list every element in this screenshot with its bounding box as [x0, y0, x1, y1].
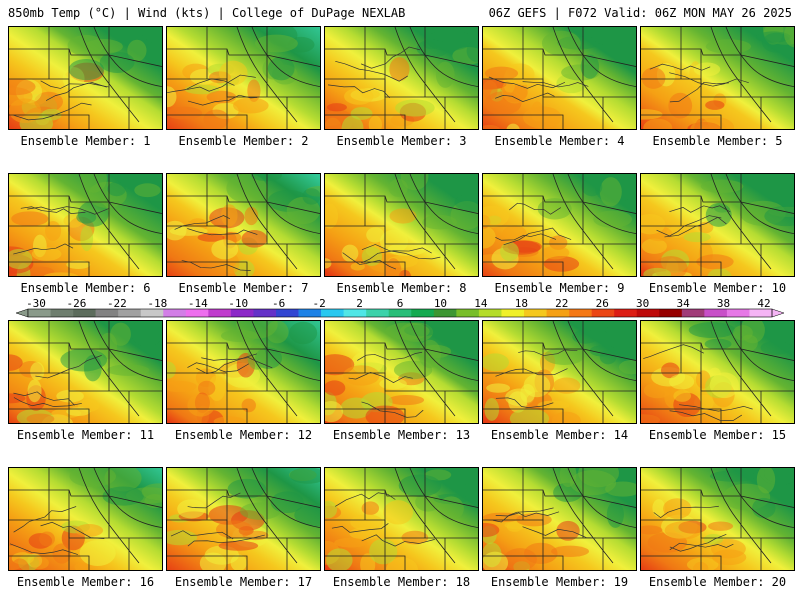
colorbar-left-arrow	[15, 308, 29, 318]
ensemble-member-map	[482, 173, 637, 277]
colorbar-segment	[95, 309, 119, 317]
colorbar-segment	[636, 309, 660, 317]
ensemble-member-map	[324, 26, 479, 130]
ensemble-member-label: Ensemble Member: 2	[178, 134, 309, 148]
ensemble-member-label: Ensemble Member: 7	[178, 281, 309, 295]
colorbar-segment	[569, 309, 592, 317]
colorbar-segment	[726, 309, 750, 317]
colorbar-segment	[343, 309, 367, 317]
ensemble-member-label: Ensemble Member: 5	[652, 134, 783, 148]
ensemble-member-map	[640, 26, 795, 130]
colorbar-tick-label: 26	[596, 297, 609, 310]
colorbar-segment	[366, 309, 390, 317]
ensemble-member-label: Ensemble Member: 12	[174, 428, 313, 442]
ensemble-member-label: Ensemble Member: 6	[20, 281, 151, 295]
colorbar-segment	[185, 309, 209, 317]
colorbar-tick-label: 2	[356, 297, 363, 310]
colorbar-segment	[208, 309, 232, 317]
ensemble-member-map	[166, 320, 321, 424]
ensemble-member-map	[482, 26, 637, 130]
colorbar-tick-label: -14	[188, 297, 208, 310]
colorbar-tick-label: 42	[757, 297, 770, 310]
colorbar-tick-label: 34	[676, 297, 690, 310]
ensemble-member-label: Ensemble Member: 14	[490, 428, 629, 442]
ensemble-member-map	[8, 26, 163, 130]
colorbar-segment	[321, 309, 344, 317]
ensemble-member-map	[324, 467, 479, 571]
ensemble-member-map	[640, 173, 795, 277]
ensemble-member-map	[166, 467, 321, 571]
map-title: 850mb Temp (°C) | Wind (kts) | College o…	[8, 6, 406, 20]
ensemble-member-label: Ensemble Member: 11	[16, 428, 155, 442]
ensemble-member-label: Ensemble Member: 16	[16, 575, 155, 589]
temperature-colorbar: -30 -26 -22 -18 -14 -10 -6 -2 2 6 10 14 18 22 26 30 34 38…	[15, 297, 785, 318]
colorbar-tick-label: 6	[397, 297, 404, 310]
ensemble-member-map	[8, 467, 163, 571]
colorbar-tick-label: -2	[312, 297, 325, 310]
colorbar-tick-label: -10	[228, 297, 248, 310]
ensemble-member-label: Ensemble Member: 4	[494, 134, 625, 148]
ensemble-member-label: Ensemble Member: 20	[648, 575, 787, 589]
colorbar-segment	[298, 309, 322, 317]
ensemble-member-map	[640, 320, 795, 424]
ensemble-member-map	[8, 320, 163, 424]
colorbar-segment	[118, 309, 142, 317]
colorbar-segment	[50, 309, 74, 317]
colorbar-tick-label: 38	[717, 297, 730, 310]
ensemble-member-label: Ensemble Member: 13	[332, 428, 471, 442]
ensemble-member-map	[482, 320, 637, 424]
colorbar-segment	[478, 309, 502, 317]
colorbar-segment	[681, 309, 705, 317]
ensemble-member-map	[324, 320, 479, 424]
ensemble-member-map	[8, 173, 163, 277]
colorbar-segment	[704, 309, 728, 317]
colorbar-tick-label: -30	[26, 297, 46, 310]
ensemble-member-label: Ensemble Member: 9	[494, 281, 625, 295]
ensemble-member-label: Ensemble Member: 19	[490, 575, 629, 589]
ensemble-member-label: Ensemble Member: 8	[336, 281, 467, 295]
colorbar-tick-label: 18	[515, 297, 528, 310]
colorbar-tick-label: -18	[147, 297, 167, 310]
colorbar-segment	[749, 309, 773, 317]
colorbar-tick-label: 10	[434, 297, 447, 310]
colorbar-segment	[28, 309, 51, 317]
ensemble-member-label: Ensemble Member: 3	[336, 134, 467, 148]
colorbar-segment	[388, 309, 412, 317]
colorbar-segment	[140, 309, 164, 317]
colorbar-segment	[524, 309, 547, 317]
colorbar-segment	[614, 309, 638, 317]
colorbar-tick-label: -22	[107, 297, 127, 310]
ensemble-member-map	[166, 26, 321, 130]
ensemble-member-map	[324, 173, 479, 277]
colorbar-tick-label: -6	[272, 297, 285, 310]
colorbar-segment	[591, 309, 615, 317]
colorbar-segment	[230, 309, 254, 317]
ensemble-member-label: Ensemble Member: 18	[332, 575, 471, 589]
ensemble-member-label: Ensemble Member: 10	[648, 281, 787, 295]
colorbar-segment	[73, 309, 96, 317]
colorbar-segment	[456, 309, 480, 317]
colorbar-segment	[501, 309, 525, 317]
ensemble-member-map	[166, 173, 321, 277]
colorbar-tick-label: 14	[474, 297, 488, 310]
colorbar-segment	[253, 309, 277, 317]
ensemble-member-map	[482, 467, 637, 571]
colorbar-segment	[546, 309, 570, 317]
colorbar-right-arrow	[771, 308, 785, 318]
colorbar-segment	[433, 309, 457, 317]
ensemble-member-map	[640, 467, 795, 571]
run-valid-time: 06Z GEFS | F072 Valid: 06Z MON MAY 26 20…	[488, 6, 792, 20]
colorbar-segment	[276, 309, 299, 317]
colorbar-segment	[659, 309, 683, 317]
colorbar-segment	[163, 309, 187, 317]
colorbar-tick-label: 22	[555, 297, 568, 310]
colorbar-tick-label: -26	[67, 297, 87, 310]
ensemble-member-label: Ensemble Member: 1	[20, 134, 151, 148]
ensemble-member-label: Ensemble Member: 17	[174, 575, 313, 589]
ensemble-member-label: Ensemble Member: 15	[648, 428, 787, 442]
colorbar-tick-label: 30	[636, 297, 649, 310]
colorbar-segment	[411, 309, 435, 317]
